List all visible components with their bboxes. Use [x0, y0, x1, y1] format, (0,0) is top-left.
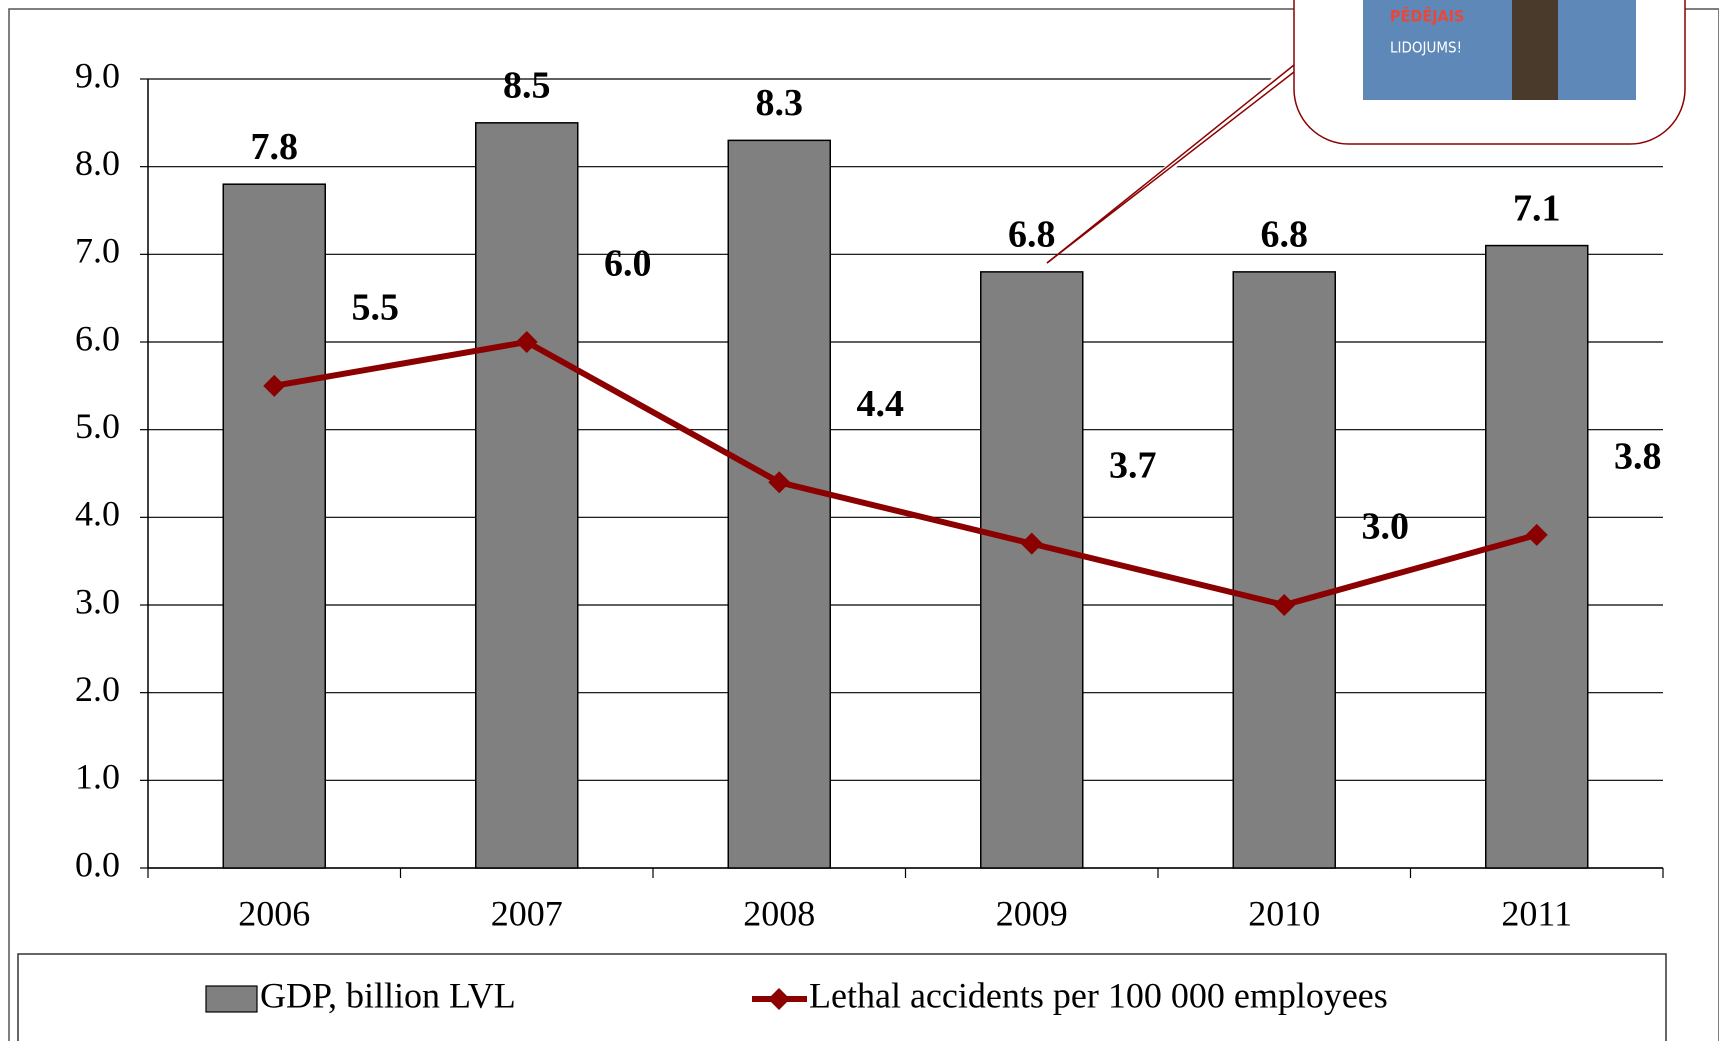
x-tick-label: 2006	[238, 893, 310, 933]
legend-label: GDP, billion LVL	[260, 975, 516, 1015]
legend-box	[17, 953, 1667, 1041]
x-tick-label: 2010	[1248, 893, 1320, 933]
data-label: 3.7	[1109, 444, 1157, 486]
legend-label: Lethal accidents per 100 000 employees	[809, 975, 1388, 1015]
callout-image	[1363, 0, 1636, 100]
y-tick-label: 6.0	[75, 318, 120, 358]
data-label: 4.4	[857, 383, 905, 425]
data-label: 3.8	[1614, 436, 1662, 478]
bar	[727, 139, 831, 869]
callout-image-post	[1512, 0, 1558, 100]
marker	[263, 374, 286, 397]
bar	[980, 271, 1084, 869]
data-label: 6.8	[1261, 214, 1309, 256]
data-label: 7.8	[251, 126, 299, 168]
callout: PĒDĒJAIS LIDOJUMS!	[1046, 0, 1686, 264]
bar	[222, 183, 326, 869]
marker	[515, 331, 538, 353]
callout-text: LIDOJUMS!	[1390, 39, 1462, 57]
frame	[8, 8, 1719, 1041]
data-label: 6.0	[604, 243, 652, 285]
callout-pointer	[1046, 71, 1295, 264]
bar	[1232, 271, 1336, 869]
data-label: 3.0	[1362, 506, 1410, 548]
marker	[1525, 523, 1548, 546]
y-tick-label: 3.0	[75, 581, 120, 621]
x-tick-label: 2011	[1501, 893, 1572, 933]
y-tick-label: 5.0	[75, 406, 120, 446]
y-tick-label: 9.0	[75, 55, 120, 95]
marker	[1020, 532, 1043, 555]
callout-text: PĒDĒJAIS	[1390, 6, 1464, 26]
y-tick-label: 7.0	[75, 231, 120, 271]
data-label: 5.5	[352, 287, 400, 329]
bar	[1485, 244, 1589, 869]
bar	[475, 122, 579, 869]
y-tick-label: 8.0	[75, 143, 120, 183]
callout-pointer-fill	[1047, 60, 1294, 263]
y-tick-label: 1.0	[75, 757, 120, 797]
marker	[1273, 594, 1296, 616]
y-tick-label: 2.0	[75, 669, 120, 709]
x-tick-label: 2007	[491, 893, 563, 933]
y-tick-label: 0.0	[75, 844, 120, 884]
data-label: 8.5	[503, 65, 551, 107]
line	[273, 338, 1538, 609]
marker	[768, 471, 791, 494]
legend-swatch	[768, 988, 790, 1010]
x-tick-label: 2008	[743, 893, 815, 933]
callout-pointer	[1046, 64, 1295, 264]
x-tick-label: 2009	[996, 893, 1068, 933]
legend-swatch	[205, 985, 258, 1013]
data-label: 8.3	[756, 82, 804, 124]
data-label: 7.1	[1513, 187, 1561, 229]
data-label: 6.8	[1008, 214, 1056, 256]
y-tick-label: 4.0	[75, 494, 120, 534]
